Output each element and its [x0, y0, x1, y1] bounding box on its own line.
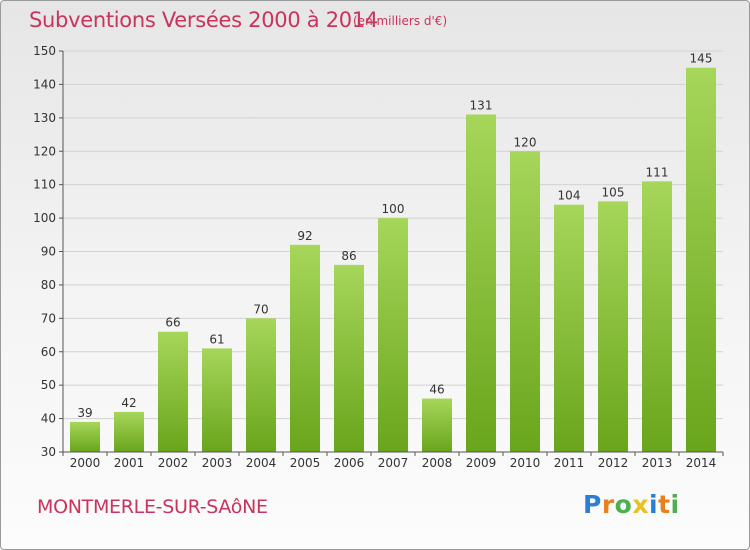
- value-label-2000: 39: [77, 406, 92, 420]
- y-tick-label: 90: [41, 245, 56, 259]
- value-label-2012: 105: [602, 185, 625, 199]
- value-label-2003: 61: [209, 332, 224, 346]
- x-tick-label-2002: 2002: [158, 456, 189, 470]
- value-label-2011: 104: [558, 189, 581, 203]
- bar-2014: [686, 67, 716, 452]
- logo-letter: P: [583, 490, 602, 519]
- bar-2009: [466, 114, 496, 452]
- value-label-2009: 131: [470, 98, 493, 112]
- x-tick-label-2003: 2003: [202, 456, 233, 470]
- chart-subtitle: (en milliers d'€): [353, 14, 448, 28]
- x-tick-label-2007: 2007: [378, 456, 409, 470]
- value-label-2001: 42: [121, 396, 136, 410]
- value-label-2004: 70: [253, 302, 268, 316]
- bar-2013: [642, 181, 672, 452]
- x-tick-label-2005: 2005: [290, 456, 321, 470]
- y-tick-label: 30: [41, 445, 56, 459]
- x-tick-label-2004: 2004: [246, 456, 277, 470]
- value-label-2010: 120: [514, 135, 537, 149]
- logo-letter: r: [601, 490, 615, 519]
- value-label-2006: 86: [341, 249, 356, 263]
- bar-2012: [598, 201, 628, 452]
- y-tick-label: 120: [33, 144, 56, 158]
- x-tick-label-2006: 2006: [334, 456, 365, 470]
- proxiti-logo: Proxiti: [583, 490, 680, 519]
- value-label-2014: 145: [690, 52, 713, 66]
- bar-2006: [334, 264, 364, 452]
- y-tick-label: 70: [41, 311, 56, 325]
- x-tick-label-2001: 2001: [114, 456, 145, 470]
- y-tick-label: 100: [33, 211, 56, 225]
- bar-2000: [70, 421, 100, 452]
- logo-letter: i: [670, 490, 680, 519]
- logo-letter: o: [614, 490, 633, 519]
- chart-title: Subventions Versées 2000 à 2014: [29, 8, 378, 32]
- x-tick-label-2012: 2012: [598, 456, 629, 470]
- y-tick-label: 60: [41, 345, 56, 359]
- y-tick-label: 130: [33, 111, 56, 125]
- bar-2004: [246, 318, 276, 452]
- logo-letter: x: [632, 490, 649, 519]
- bars: 39 42 66 61 70 92 86 100 46 131 120 104 105 111 145: [70, 52, 716, 452]
- value-label-2007: 100: [382, 202, 405, 216]
- x-tick-label-2011: 2011: [554, 456, 585, 470]
- bar-2001: [114, 411, 144, 452]
- y-tick-label: 110: [33, 178, 56, 192]
- bar-2002: [158, 331, 188, 452]
- x-tick-label-2008: 2008: [422, 456, 453, 470]
- x-tick-label-2014: 2014: [686, 456, 717, 470]
- y-tick-label: 150: [33, 44, 56, 58]
- x-tick-label-2009: 2009: [466, 456, 497, 470]
- x-tick-label-2010: 2010: [510, 456, 541, 470]
- y-tick-label: 40: [41, 412, 56, 426]
- bar-2003: [202, 348, 232, 452]
- bar-2007: [378, 218, 408, 452]
- value-label-2002: 66: [165, 316, 180, 330]
- value-label-2005: 92: [297, 229, 312, 243]
- axes: 30 40 50 60 70 80 90 100 110 120 130 140 150 2000 2001…: [33, 44, 724, 470]
- bar-2010: [510, 151, 540, 452]
- x-tick-label-2013: 2013: [642, 456, 673, 470]
- bar-2008: [422, 398, 452, 452]
- bar-2011: [554, 204, 584, 452]
- bar-2005: [290, 244, 320, 452]
- value-label-2013: 111: [646, 165, 669, 179]
- y-tick-label: 140: [33, 77, 56, 91]
- y-tick-label: 80: [41, 278, 56, 292]
- x-tick-label-2000: 2000: [70, 456, 101, 470]
- y-tick-label: 50: [41, 378, 56, 392]
- logo-letter: t: [658, 490, 671, 519]
- commune-name: MONTMERLE-SUR-SAôNE: [37, 496, 268, 518]
- value-label-2008: 46: [429, 383, 444, 397]
- logo-letter: i: [649, 490, 659, 519]
